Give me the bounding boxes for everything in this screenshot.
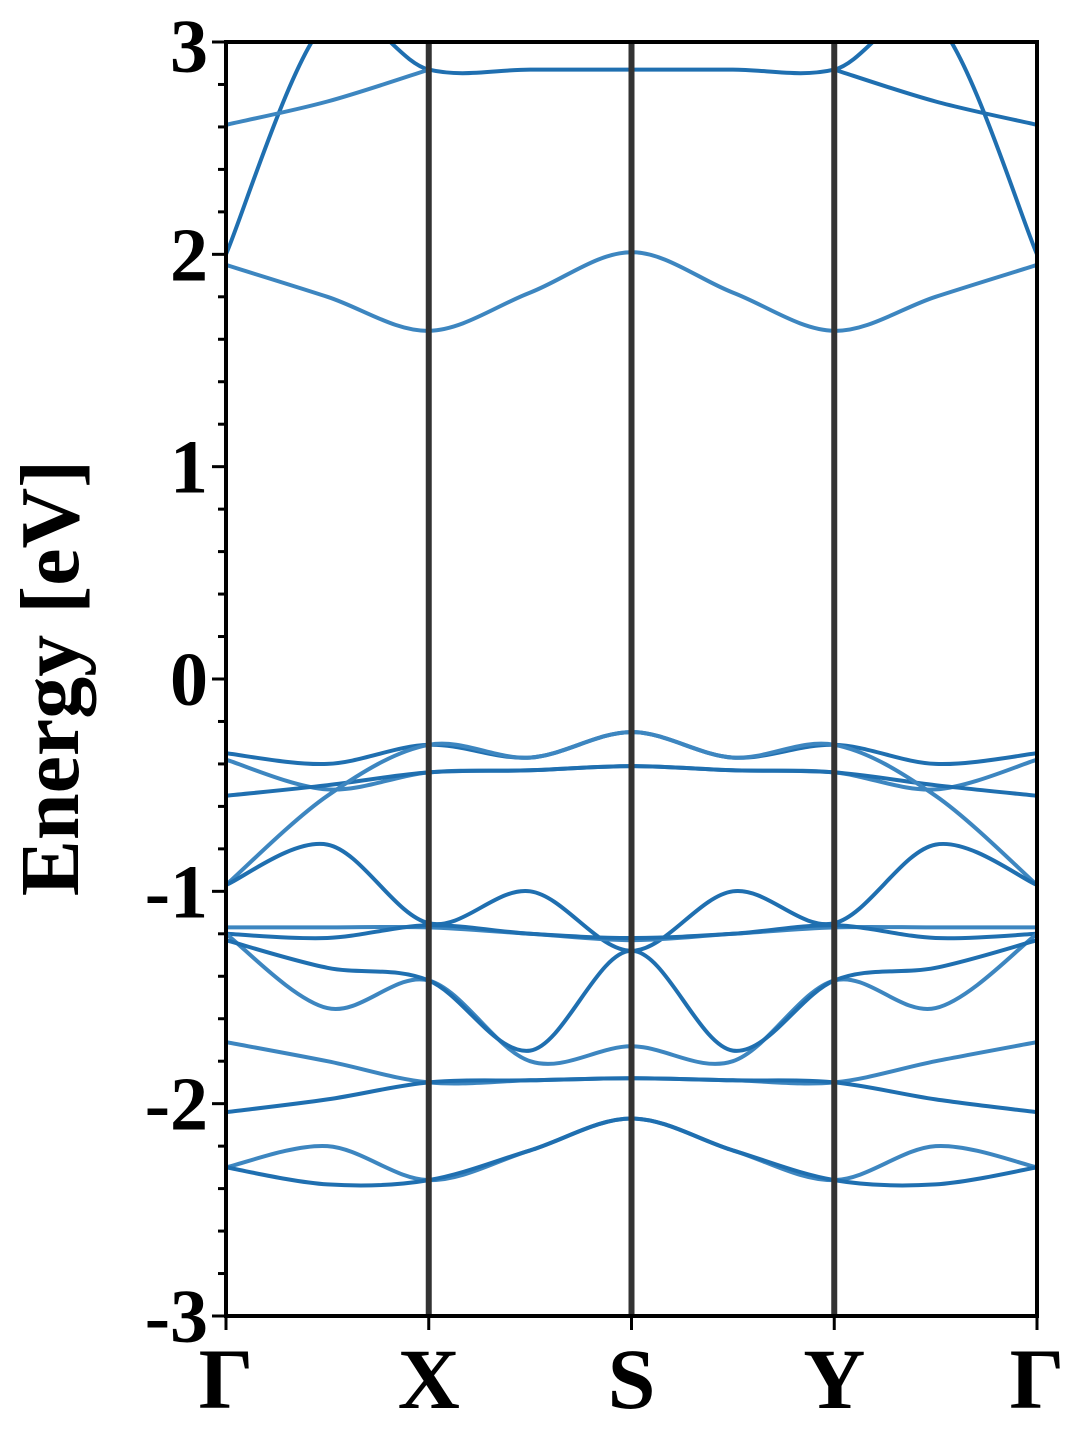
- band-line-2: [226, 67, 431, 127]
- y-tick-label: 2: [170, 213, 208, 297]
- x-tick-label: Γ: [1010, 1331, 1065, 1427]
- y-tick-label: 0: [170, 638, 208, 722]
- band-line-3: [832, 67, 1037, 127]
- x-tick-label: X: [398, 1331, 460, 1427]
- x-tick-label: S: [608, 1331, 656, 1427]
- axes-group: [212, 40, 1039, 1330]
- y-tick-label: 1: [170, 426, 208, 510]
- x-tick-label: Γ: [199, 1331, 254, 1427]
- x-tick-label: Y: [803, 1331, 865, 1427]
- labels-group: -3 -2 -1 0 1 2 3 Γ X S Y Γ: [145, 5, 1065, 1427]
- y-tick-label: -3: [145, 1275, 208, 1359]
- symmetry-lines-group: [425, 42, 838, 1316]
- y-tick-label: -1: [145, 850, 208, 934]
- y-axis-title: Energy [eV]: [4, 460, 97, 896]
- y-tick-label: 3: [170, 5, 208, 89]
- y-tick-label: -2: [145, 1063, 208, 1147]
